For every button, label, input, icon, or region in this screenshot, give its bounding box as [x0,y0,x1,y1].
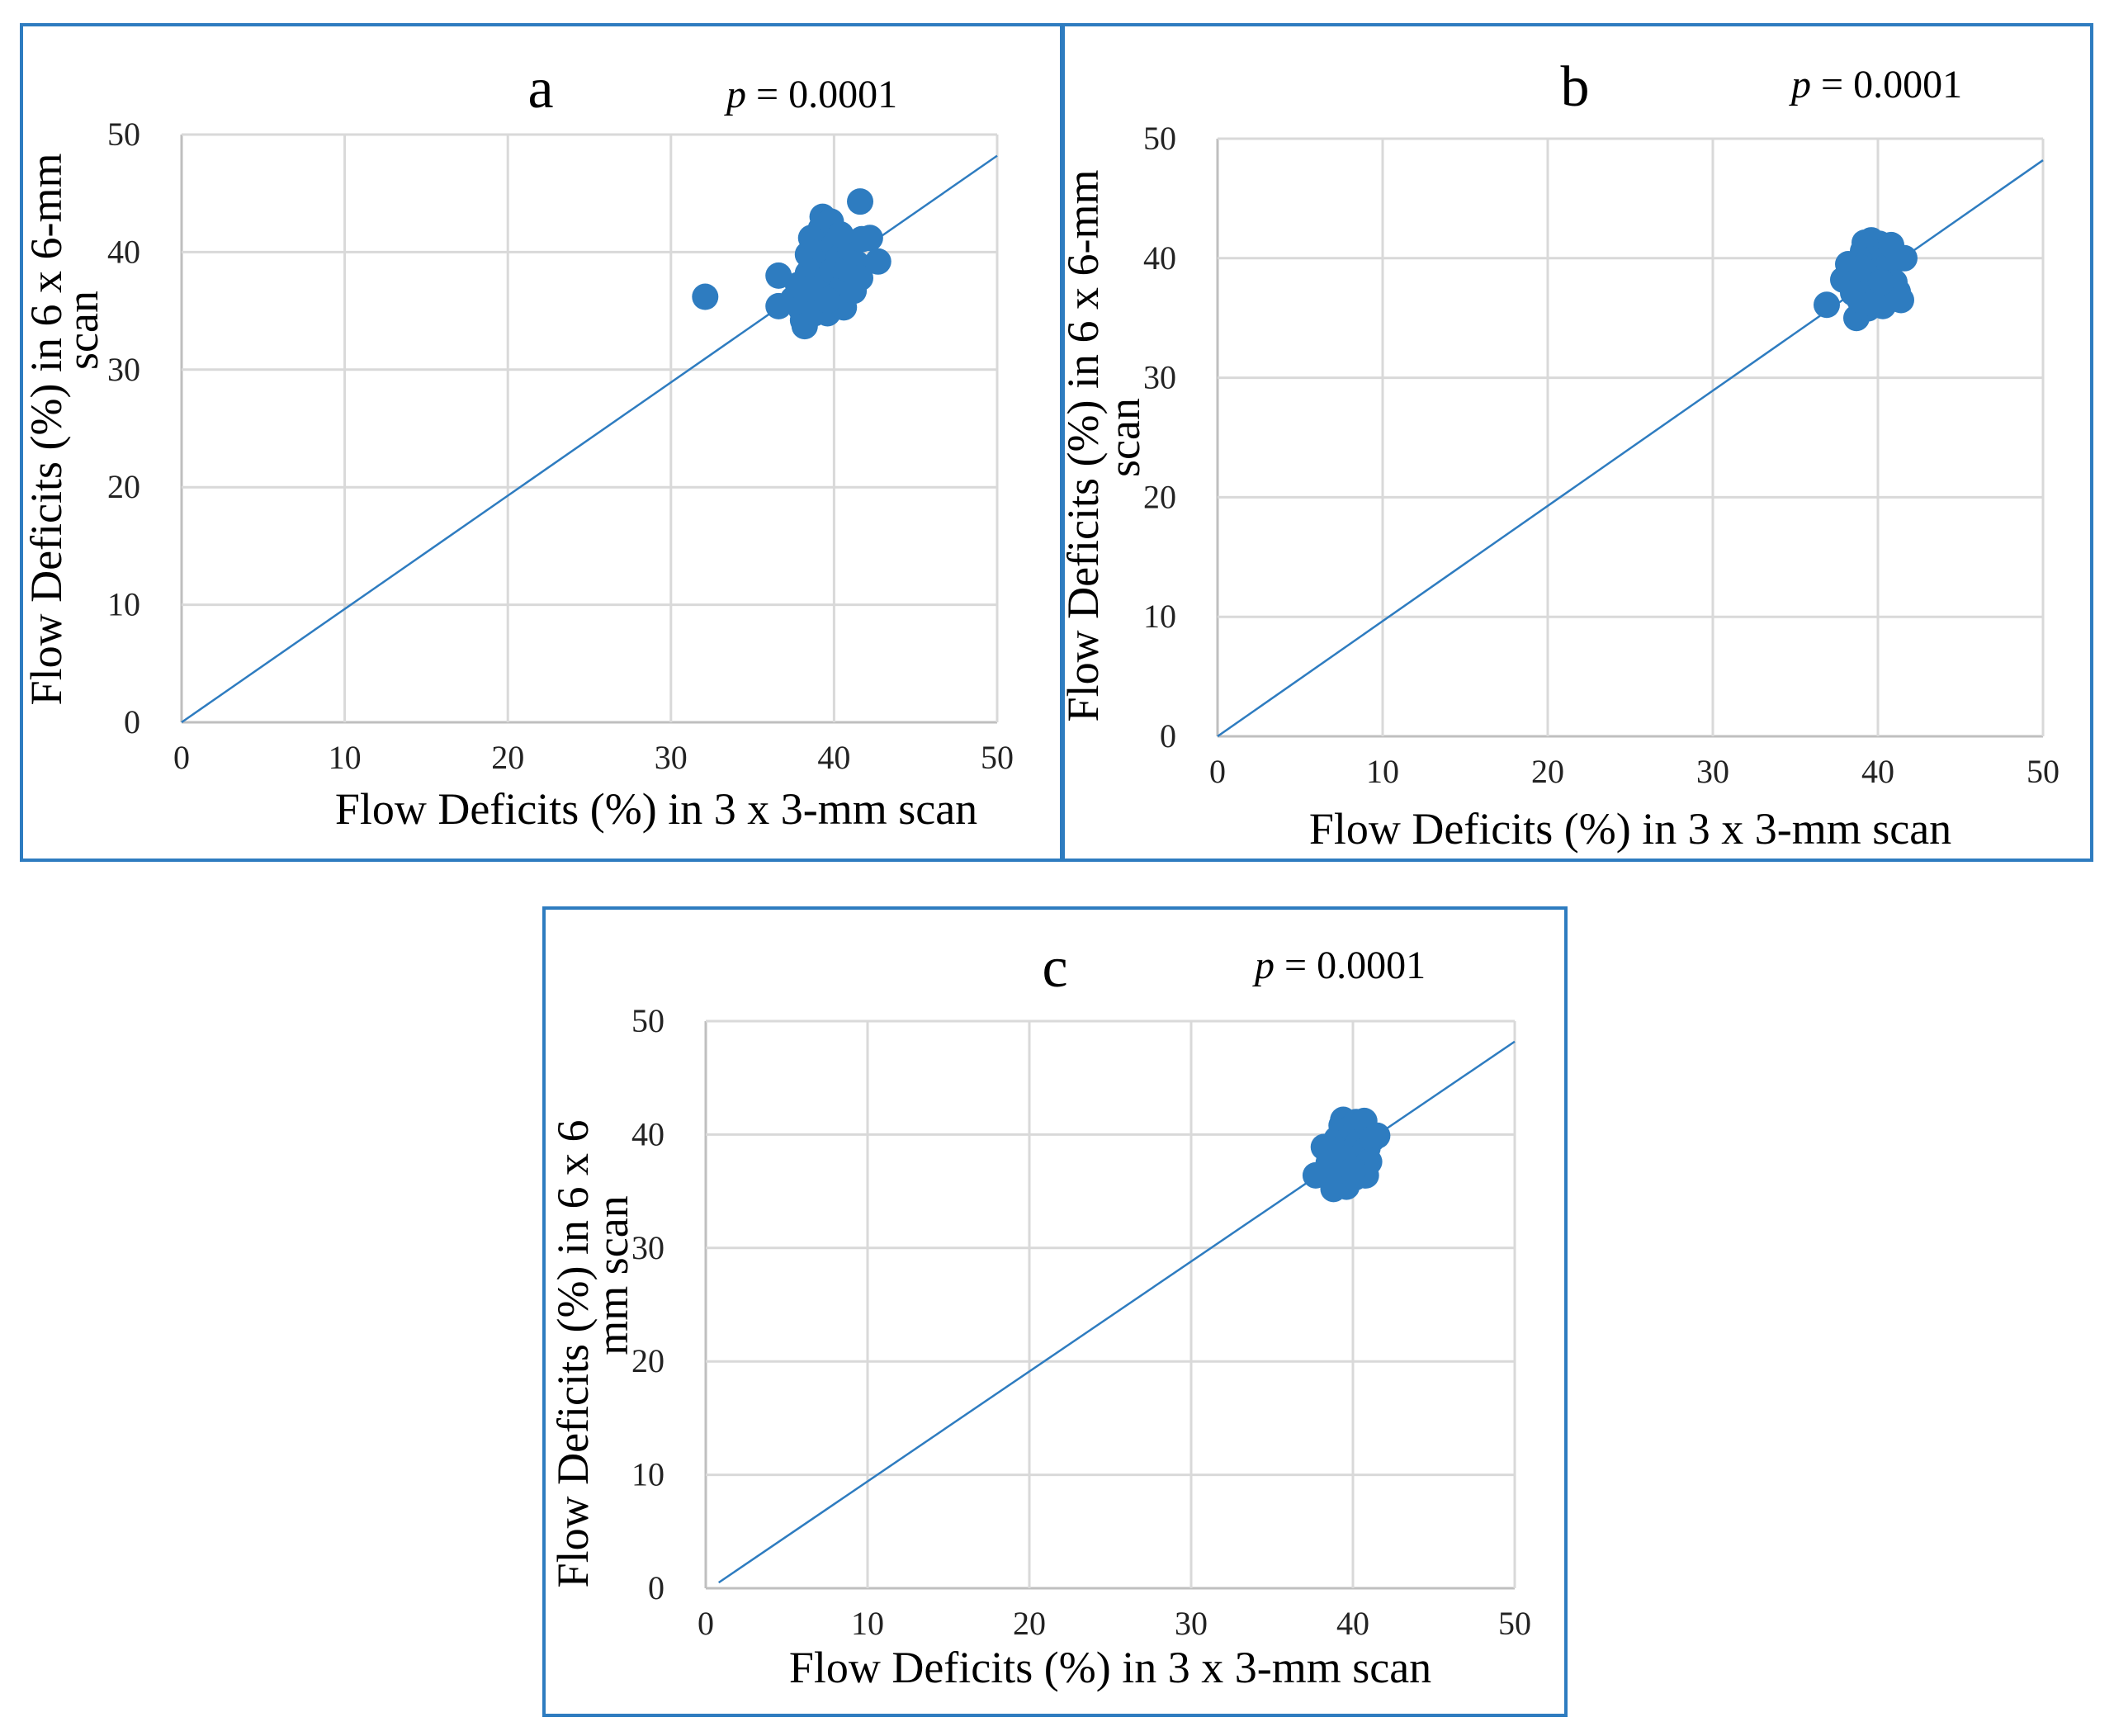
x-axis-title: Flow Deficits (%) in 3 x 3-mm scan [789,1643,1431,1692]
y-tick-label: 40 [107,233,140,270]
p-value-text: = 0.0001 [1811,63,1962,106]
y-tick-label: 20 [1143,478,1176,515]
y-tick-label: 40 [631,1115,664,1152]
x-tick-label: 30 [1175,1605,1208,1642]
y-axis-title-line-2: scan [1100,398,1149,477]
data-point [1888,286,1914,314]
y-tick-label: 20 [107,468,140,505]
p-value-text: = 0.0001 [746,73,897,116]
data-point [827,221,854,248]
x-tick-label: 20 [1013,1605,1046,1642]
x-tick-label: 20 [1531,753,1564,790]
data-point [796,275,823,302]
x-tick-label: 0 [1209,753,1226,790]
p-value: p = 0.0001 [1789,63,1962,106]
y-tick-label: 10 [1143,598,1176,635]
panel-label: c [1042,936,1067,1000]
p-value-text: = 0.0001 [1275,944,1426,987]
y-axis-title-line-2: mm scan [588,1195,637,1355]
x-tick-label: 0 [698,1605,714,1642]
data-point [1868,268,1894,296]
y-tick-label: 10 [107,586,140,623]
x-tick-label: 20 [491,739,524,776]
x-axis-title: Flow Deficits (%) in 3 x 3-mm scan [335,784,977,834]
p-value: p = 0.0001 [724,73,897,116]
x-tick-label: 40 [817,739,850,776]
p-symbol: p [724,73,746,116]
y-axis-title-line-1: Flow Deficits (%) in 6 x 6-mm [1058,170,1108,722]
p-symbol: p [1789,63,1811,106]
x-tick-label: 50 [1498,1605,1531,1642]
y-tick-label: 20 [631,1342,664,1379]
panel-label: a [527,57,553,121]
y-tick-label: 50 [107,116,140,153]
y-tick-label: 30 [631,1229,664,1266]
data-point [765,262,792,289]
x-tick-label: 10 [1366,753,1399,790]
y-axis-title-line-2: scan [58,291,107,370]
x-tick-label: 40 [1861,753,1894,790]
y-tick-label: 10 [631,1456,664,1493]
x-tick-label: 50 [981,739,1014,776]
y-tick-label: 0 [124,703,140,740]
data-point [847,264,874,291]
data-point [864,248,891,275]
panel-b-frame [1062,23,2093,862]
y-tick-label: 40 [1143,239,1176,277]
x-tick-label: 10 [851,1605,884,1642]
y-tick-label: 30 [107,351,140,388]
p-value: p = 0.0001 [1252,944,1426,987]
x-tick-label: 30 [655,739,688,776]
panel-label: b [1561,55,1590,119]
data-point [692,283,719,310]
y-tick-label: 0 [1160,717,1176,754]
x-tick-label: 0 [173,739,190,776]
y-tick-label: 30 [1143,359,1176,396]
x-axis-title: Flow Deficits (%) in 3 x 3-mm scan [1309,804,1951,854]
x-tick-label: 40 [1336,1605,1369,1642]
data-point [1848,254,1875,281]
p-symbol: p [1252,944,1275,987]
y-tick-label: 50 [631,1002,664,1039]
y-axis-title-line-1: Flow Deficits (%) in 6 x 6 [548,1120,598,1588]
data-point [856,225,883,252]
data-point [847,188,874,215]
chart-panel-b: 00 10 10 20 20 30 30 40 40 50 50 b p = 0.0001 Flow… [1058,23,2093,862]
trendline [717,1040,1516,1584]
panel-a-frame [20,23,1063,862]
data-point [1860,290,1886,317]
y-tick-label: 0 [648,1569,664,1606]
data-point [1340,1156,1366,1183]
panel-c-frame [542,906,1568,1717]
chart-panel-a: 00 10 10 20 20 30 30 40 40 50 50 a p = 0.0001 Flow… [20,23,1063,862]
data-point [1891,244,1918,272]
x-tick-label: 50 [2027,753,2060,790]
trendline [1217,159,2044,738]
x-tick-label: 10 [329,739,362,776]
x-tick-label: 30 [1696,753,1729,790]
y-tick-label: 50 [1143,120,1176,157]
y-axis-title-line-1: Flow Deficits (%) in 6 x 6-mm [21,154,71,706]
data-point [1814,291,1840,319]
chart-panel-c: 00 10 10 20 20 30 30 40 40 50 50 c p = 0.0001 Flow… [542,906,1568,1717]
data-point [1364,1122,1391,1149]
